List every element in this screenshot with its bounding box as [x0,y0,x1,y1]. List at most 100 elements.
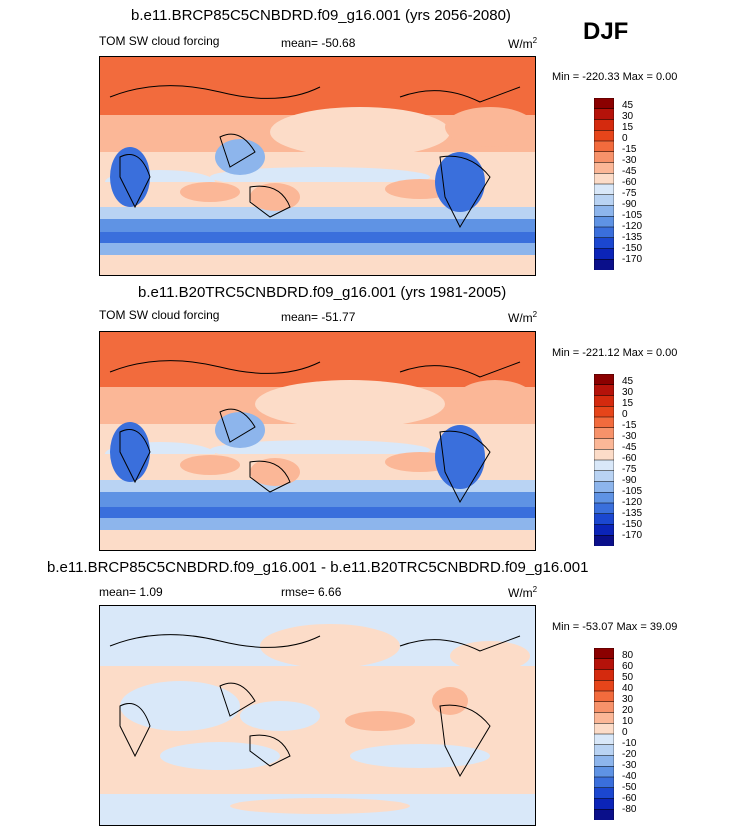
colorbar-swatch [593,744,615,757]
panel-1-cb-label: 0 [622,133,628,144]
panel-3-minmax: Min = -53.07 Max = 39.09 [552,621,678,633]
colorbar-swatch [593,205,615,217]
panel-2-cb-label: -105 [622,486,643,497]
panel-3-cb-label: 20 [622,705,634,716]
panel-2-cb-label: -30 [622,431,637,442]
colorbar-swatch [593,690,615,703]
panel-1-cb-label: -90 [622,199,637,210]
panel-3-mean-label: mean= 1.09 [99,585,163,599]
panel-2-units: W/m2 [508,310,538,325]
colorbar-swatch [593,535,615,547]
colorbar-swatch [593,798,615,810]
colorbar-swatch [593,248,615,260]
colorbar-swatch [593,108,615,121]
panel-3-cb-label: -10 [622,738,637,749]
colorbar-swatch [593,809,615,821]
colorbar-swatch [593,384,615,397]
panel-3-cb-label: 80 [622,650,634,661]
panel-3-cb-label: 30 [622,694,634,705]
panel-1-minmax: Min = -220.33 Max = 0.00 [552,71,678,83]
colorbar-swatch [593,733,615,746]
panel-3-cb-label: -40 [622,771,637,782]
colorbar-swatch [593,776,615,789]
colorbar-swatch [593,513,615,526]
colorbar-swatch [593,427,615,440]
panel-3-units: W/m2 [508,585,538,600]
panel-3-cb-label: -50 [622,782,637,793]
panel-2-cb-label: -45 [622,442,637,453]
panel-1-cb-label: -120 [622,221,643,232]
panel-1-cb-label: -75 [622,188,637,199]
panel-1-cb-label: -170 [622,254,643,265]
panel-2-colorbar-labels: 45 30 15 0 -15 -30 -45 -60 -75 -90 -105 … [622,374,662,546]
panel-1-variable-label: TOM SW cloud forcing [99,34,220,48]
panel-2-cb-label: -120 [622,497,643,508]
colorbar-swatch [593,395,615,407]
panel-3-map [99,605,536,826]
panel-1-cb-label: -105 [622,210,643,221]
panel-1-colorbar-swatches [593,97,615,271]
panel-2-cb-label: 0 [622,409,628,420]
panel-3-cb-label: 50 [622,672,634,683]
colorbar-swatch [593,183,615,196]
colorbar-swatch [593,97,615,110]
panel-1-cb-label: -15 [622,144,637,155]
panel-3-rmse-label: rmse= 6.66 [281,585,342,599]
colorbar-swatch [593,481,615,493]
colorbar-swatch [593,680,615,692]
panel-2-cb-label: 15 [622,398,634,409]
colorbar-swatch [593,712,615,724]
colorbar-swatch [593,194,615,207]
panel-1-cb-label: 15 [622,122,634,133]
panel-2-cb-label: -150 [622,519,643,530]
colorbar-swatch [593,449,615,461]
colorbar-swatch [593,470,615,483]
colorbar-swatch [593,140,615,153]
colorbar-swatch [593,647,615,660]
panel-3-colorbar [593,647,615,821]
panel-1-cb-label: -150 [622,243,643,254]
panel-3-cb-label: 40 [622,683,634,694]
colorbar-swatch [593,151,615,164]
panel-2-colorbar-swatches [593,373,615,547]
panel-2-cb-label: -15 [622,420,637,431]
panel-1-colorbar [593,97,615,271]
colorbar-swatch [593,373,615,386]
panel-1-mean-label: mean= -50.68 [281,36,356,50]
colorbar-swatch [593,787,615,800]
colorbar-swatch [593,216,615,228]
colorbar-swatch [593,119,615,131]
colorbar-swatch [593,502,615,515]
panel-2-map-field [100,332,535,550]
colorbar-swatch [593,406,615,418]
colorbar-swatch [593,173,615,185]
panel-2-cb-label: 30 [622,387,634,398]
panel-3-cb-label: 0 [622,727,628,738]
colorbar-swatch [593,669,615,681]
colorbar-swatch [593,226,615,239]
panel-3-cb-label: 10 [622,716,634,727]
season-label: DJF [583,18,629,45]
panel-1-cb-label: -45 [622,166,637,177]
colorbar-swatch [593,259,615,271]
panel-3-cb-label: -30 [622,760,637,771]
panel-2-cb-label: -135 [622,508,643,519]
colorbar-swatch [593,766,615,778]
panel-3-cb-label: -20 [622,749,637,760]
panel-3-title: b.e11.BRCP85C5CNBDRD.f09_g16.001 - b.e11… [47,559,589,576]
panel-1-cb-label: 30 [622,111,634,122]
colorbar-swatch [593,492,615,504]
panel-2-title: b.e11.B20TRC5CNBDRD.f09_g16.001 (yrs 198… [138,284,507,301]
colorbar-swatch [593,237,615,250]
colorbar-swatch [593,416,615,429]
panel-1-cb-label: -30 [622,155,637,166]
panel-1-units: W/m2 [508,36,538,51]
colorbar-swatch [593,701,615,714]
panel-2-mean-label: mean= -51.77 [281,310,356,324]
panel-1-map-field [100,57,535,275]
panel-1-title: b.e11.BRCP85C5CNBDRD.f09_g16.001 (yrs 20… [131,7,511,24]
panel-3-cb-label: -60 [622,793,637,804]
panel-3-cb-label: 60 [622,661,634,672]
colorbar-swatch [593,162,615,174]
colorbar-swatch [593,438,615,450]
